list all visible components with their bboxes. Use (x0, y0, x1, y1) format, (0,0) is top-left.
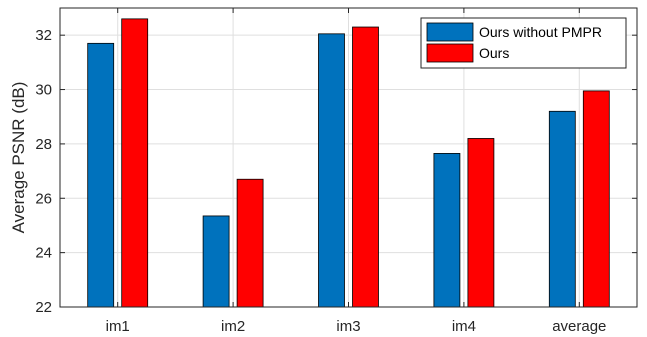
legend-swatch (426, 43, 474, 63)
bar-ours-without-pmpr-average (548, 110, 576, 308)
bar-ours-without-pmpr-im4 (433, 153, 461, 308)
y-tick-label: 24 (35, 245, 52, 262)
x-tick-label: im1 (106, 318, 130, 335)
bars (87, 18, 610, 308)
y-tick-label: 32 (35, 27, 52, 44)
legend: Ours without PMPR Ours (420, 17, 627, 69)
y-axis-label: Average PSNR (dB) (9, 82, 28, 234)
y-tick-label: 22 (35, 299, 52, 316)
y-tick-label: 26 (35, 190, 52, 207)
x-tick-label: im4 (452, 318, 476, 335)
bar-ours-im2 (236, 178, 264, 308)
x-tick-label: im3 (336, 318, 360, 335)
bar-ours-im3 (352, 26, 379, 308)
bar-ours-im4 (467, 138, 495, 308)
bar-ours-im1 (121, 18, 149, 308)
legend-label: Ours (479, 45, 509, 61)
bar-ours-without-pmpr-im2 (202, 215, 230, 308)
x-tick-label: average (552, 318, 606, 335)
bar-ours-average (582, 90, 610, 308)
axis-ticks: 22 24 26 28 30 32 im1 im2 im3 im4 average (35, 8, 637, 335)
y-tick-label: 30 (35, 82, 52, 99)
x-tick-label: im2 (221, 318, 245, 335)
legend-swatch (426, 22, 474, 42)
y-tick-label: 28 (35, 136, 52, 153)
bar-ours-without-pmpr-im3 (318, 33, 345, 308)
bar-ours-without-pmpr-im1 (87, 42, 115, 308)
legend-label: Ours without PMPR (479, 24, 602, 40)
